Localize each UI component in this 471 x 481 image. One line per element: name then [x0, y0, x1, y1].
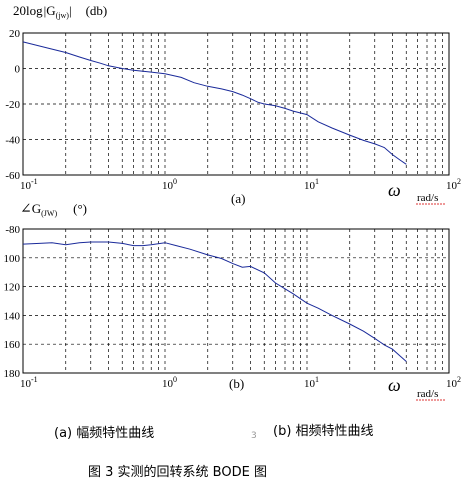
magnitude-curve	[22, 41, 407, 165]
phase-omega-symbol: ω	[388, 375, 401, 395]
magnitude-ytick-label: 0	[15, 64, 21, 76]
phase-ytick-label: 140	[4, 310, 21, 322]
caption-mark: 3	[251, 431, 257, 441]
phase-plot-frame	[22, 228, 450, 374]
magnitude-xtick-label: 101	[304, 177, 319, 192]
magnitude-ytick-label: -20	[5, 99, 20, 111]
phase-ytick-label: 100	[4, 253, 21, 265]
phase-xtick-label: 100	[162, 375, 177, 390]
magnitude-plot: 20 0 -20 -40 -60 10-1 100 101 102 20log|G(jw)|(…	[5, 3, 461, 206]
magnitude-ytick-label: 20	[9, 28, 21, 40]
phase-ytick-label: 180	[4, 368, 21, 380]
caption-b: (b) 相频特性曲线	[273, 424, 374, 439]
phase-curve	[22, 241, 407, 362]
magnitude-xtick-label: 10-1	[20, 177, 38, 192]
phase-panel-label: (b)	[229, 376, 244, 391]
magnitude-x-unit: rad/s	[417, 192, 438, 204]
magnitude-plot-frame	[22, 32, 450, 176]
phase-ytick-label: 120	[4, 282, 21, 294]
magnitude-axis-label: 20log|G(jw)| (db)	[13, 3, 107, 20]
phase-plot: -80 100 120 140 160 180 10-1 100 101 102 ∠G(JW)(…	[4, 201, 461, 401]
figure-caption: 图 3 实测的回转系统 BODE 图	[88, 465, 267, 480]
caption-a: (a) 幅频特性曲线	[54, 426, 155, 441]
phase-xtick-label: 10-1	[20, 375, 38, 390]
phase-grid	[23, 229, 449, 373]
magnitude-xtick-label: 100	[162, 177, 177, 192]
phase-axis-label: ∠G(JW) (°)	[20, 201, 87, 218]
magnitude-xtick-label: 102	[446, 177, 461, 192]
magnitude-grid	[23, 33, 449, 175]
phase-xtick-label: 101	[304, 375, 319, 390]
magnitude-panel-label: (a)	[231, 191, 245, 206]
phase-x-unit: rad/s	[417, 388, 438, 400]
phase-ytick-label: 160	[4, 339, 21, 351]
phase-xtick-label: 102	[446, 375, 461, 390]
phase-ytick-label: -80	[5, 224, 20, 236]
magnitude-ytick-label: -60	[5, 170, 20, 182]
magnitude-ytick-label: -40	[5, 135, 20, 147]
magnitude-omega-symbol: ω	[388, 180, 401, 200]
